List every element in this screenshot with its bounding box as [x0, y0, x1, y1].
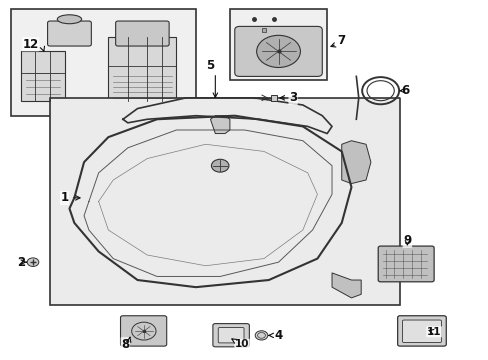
Text: 10: 10	[234, 339, 249, 349]
FancyBboxPatch shape	[397, 316, 446, 346]
Circle shape	[255, 331, 267, 340]
FancyBboxPatch shape	[108, 37, 176, 102]
FancyBboxPatch shape	[212, 324, 249, 347]
Text: 4: 4	[274, 329, 282, 342]
FancyBboxPatch shape	[229, 9, 326, 80]
Text: 8: 8	[121, 338, 129, 351]
Circle shape	[211, 159, 228, 172]
Text: 6: 6	[400, 84, 408, 97]
FancyBboxPatch shape	[234, 26, 322, 76]
Circle shape	[27, 258, 39, 266]
FancyBboxPatch shape	[11, 9, 196, 116]
Ellipse shape	[57, 15, 81, 24]
FancyBboxPatch shape	[116, 21, 169, 46]
Polygon shape	[331, 273, 361, 298]
FancyBboxPatch shape	[120, 316, 166, 346]
Text: 11: 11	[426, 327, 441, 337]
Text: 12: 12	[22, 38, 39, 51]
FancyBboxPatch shape	[402, 320, 441, 342]
FancyBboxPatch shape	[47, 21, 91, 46]
Text: 5: 5	[206, 59, 214, 72]
Polygon shape	[210, 116, 229, 134]
Text: 3: 3	[288, 91, 297, 104]
Text: 1: 1	[61, 192, 68, 204]
FancyBboxPatch shape	[218, 328, 244, 343]
Text: 2: 2	[17, 256, 25, 269]
Text: 9: 9	[403, 234, 411, 247]
Circle shape	[256, 35, 300, 67]
Text: 7: 7	[337, 34, 345, 47]
FancyBboxPatch shape	[377, 246, 433, 282]
FancyBboxPatch shape	[21, 51, 64, 102]
FancyBboxPatch shape	[50, 98, 399, 305]
Polygon shape	[341, 141, 370, 184]
